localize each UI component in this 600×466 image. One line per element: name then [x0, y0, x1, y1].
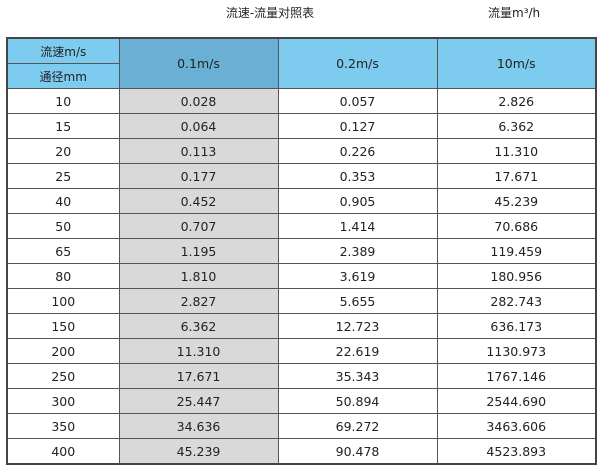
table-row: 50 0.707 1.414 70.686	[6, 213, 597, 239]
flow-cell: 6.362	[436, 113, 597, 139]
flow-cell: 1767.146	[436, 363, 597, 389]
column-header: 0.2m/s	[277, 37, 438, 89]
flow-cell: 3.619	[277, 263, 438, 289]
flow-cell: 4523.893	[436, 438, 597, 465]
flow-cell: 45.239	[436, 188, 597, 214]
flow-cell: 0.452	[118, 188, 279, 214]
flow-cell: 0.057	[277, 88, 438, 114]
flow-cell: 2.826	[436, 88, 597, 114]
flow-cell: 69.272	[277, 413, 438, 439]
flow-cell: 2.389	[277, 238, 438, 264]
flow-cell: 5.655	[277, 288, 438, 314]
table-row: 65 1.195 2.389 119.459	[6, 238, 597, 264]
diameter-cell: 20	[6, 138, 120, 164]
flow-cell: 70.686	[436, 213, 597, 239]
diameter-cell: 25	[6, 163, 120, 189]
flow-cell: 17.671	[436, 163, 597, 189]
diameter-cell: 65	[6, 238, 120, 264]
flow-cell: 0.113	[118, 138, 279, 164]
flow-cell: 3463.606	[436, 413, 597, 439]
unit-label: 流量m³/h	[488, 6, 541, 20]
flow-cell: 50.894	[277, 388, 438, 414]
flow-cell: 1.195	[118, 238, 279, 264]
column-header: 10m/s	[436, 37, 597, 89]
flow-cell: 2544.690	[436, 388, 597, 414]
diameter-cell: 40	[6, 188, 120, 214]
table-row: 20 0.113 0.226 11.310	[6, 138, 597, 164]
flow-cell: 11.310	[436, 138, 597, 164]
table-row: 350 34.636 69.272 3463.606	[6, 413, 597, 439]
flow-cell: 35.343	[277, 363, 438, 389]
diameter-cell: 80	[6, 263, 120, 289]
flow-cell: 0.905	[277, 188, 438, 214]
flow-cell: 0.028	[118, 88, 279, 114]
flow-cell: 1.414	[277, 213, 438, 239]
flow-cell: 22.619	[277, 338, 438, 364]
flow-cell: 180.956	[436, 263, 597, 289]
table-row: 200 11.310 22.619 1130.973	[6, 338, 597, 364]
flow-cell: 12.723	[277, 313, 438, 339]
flow-cell: 11.310	[118, 338, 279, 364]
flow-cell: 0.353	[277, 163, 438, 189]
flow-table: 流速m/s 0.1m/s 0.2m/s 10m/s 通径mm 10 0.028 0.…	[6, 37, 597, 465]
table-row: 150 6.362 12.723 636.173	[6, 313, 597, 339]
table-row: 25 0.177 0.353 17.671	[6, 163, 597, 189]
table-row: 250 17.671 35.343 1767.146	[6, 363, 597, 389]
column-header: 0.1m/s	[118, 37, 279, 89]
diameter-cell: 10	[6, 88, 120, 114]
flow-cell: 0.064	[118, 113, 279, 139]
header-velocity: 流速m/s	[6, 37, 120, 64]
diameter-cell: 300	[6, 388, 120, 414]
flow-cell: 34.636	[118, 413, 279, 439]
flow-cell: 1130.973	[436, 338, 597, 364]
table-row: 40 0.452 0.905 45.239	[6, 188, 597, 214]
table-row: 10 0.028 0.057 2.826	[6, 88, 597, 114]
flow-cell: 0.177	[118, 163, 279, 189]
flow-cell: 6.362	[118, 313, 279, 339]
flow-cell: 0.707	[118, 213, 279, 239]
table-title: 流速-流量对照表	[225, 6, 315, 20]
table-row: 100 2.827 5.655 282.743	[6, 288, 597, 314]
flow-cell: 2.827	[118, 288, 279, 314]
diameter-cell: 15	[6, 113, 120, 139]
diameter-cell: 250	[6, 363, 120, 389]
flow-cell: 45.239	[118, 438, 279, 465]
table-row: 400 45.239 90.478 4523.893	[6, 438, 597, 465]
diameter-cell: 350	[6, 413, 120, 439]
flow-cell: 25.447	[118, 388, 279, 414]
table-row: 300 25.447 50.894 2544.690	[6, 388, 597, 414]
flow-cell: 17.671	[118, 363, 279, 389]
flow-cell: 0.127	[277, 113, 438, 139]
flow-cell: 0.226	[277, 138, 438, 164]
flow-cell: 636.173	[436, 313, 597, 339]
flow-cell: 1.810	[118, 263, 279, 289]
diameter-cell: 100	[6, 288, 120, 314]
table-row: 15 0.064 0.127 6.362	[6, 113, 597, 139]
flow-cell: 282.743	[436, 288, 597, 314]
diameter-cell: 50	[6, 213, 120, 239]
flow-cell: 90.478	[277, 438, 438, 465]
table-row: 80 1.810 3.619 180.956	[6, 263, 597, 289]
diameter-cell: 150	[6, 313, 120, 339]
header-diameter: 通径mm	[6, 63, 120, 89]
diameter-cell: 200	[6, 338, 120, 364]
flow-cell: 119.459	[436, 238, 597, 264]
diameter-cell: 400	[6, 438, 120, 465]
